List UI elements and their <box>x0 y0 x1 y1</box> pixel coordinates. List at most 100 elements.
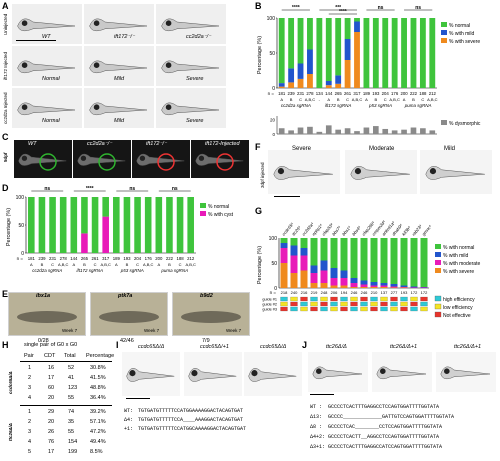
y-tick-label: 50 <box>269 51 275 57</box>
image-caption: ccdc65Δ/+1 <box>200 344 229 350</box>
embryo-image <box>308 352 368 392</box>
n-value: 189 <box>113 256 121 261</box>
image-caption: ift172-Injected <box>205 141 240 147</box>
panel-label-d: D <box>2 183 9 193</box>
image-caption: WT <box>42 34 51 40</box>
n-value: 189 <box>363 91 371 96</box>
chart-d: Percentage (%)050100181A239B231C278A,B,C… <box>6 186 234 273</box>
scale-bar <box>16 40 56 41</box>
n-value: 317 <box>102 256 110 261</box>
bar-4 <box>320 283 328 288</box>
table-cell: 1 <box>28 409 32 415</box>
legend-label: % dysmorphic <box>449 121 481 127</box>
n-value: 134 <box>316 91 324 96</box>
guide-cell <box>370 296 378 302</box>
category-label: A <box>72 262 75 267</box>
n-value: 172 <box>411 290 418 295</box>
category-label: A,B,C <box>427 97 438 102</box>
embryo-image <box>156 46 226 86</box>
week-label: Week 7 <box>62 328 78 333</box>
bar-1 <box>280 238 288 243</box>
guide-cell <box>350 296 358 302</box>
panel-label-i: I <box>116 340 119 350</box>
week-label: Week 7 <box>144 328 160 333</box>
gene-label: kif3b⁴ <box>401 225 412 237</box>
bar-4 <box>400 287 408 288</box>
category-label: A,B,C <box>143 262 154 267</box>
significance-label: **** <box>339 9 347 15</box>
table-cell: 3 <box>28 385 32 391</box>
table-header: Percentage <box>86 353 115 359</box>
panel-label-e: E <box>2 289 9 299</box>
dysmorphic-bar <box>335 129 341 134</box>
bar-1 <box>300 238 308 248</box>
bar-1 <box>278 18 285 84</box>
guide-row-label: guide #3 <box>262 308 277 312</box>
legend-label: % with normal <box>443 245 474 251</box>
table-cell: 29 <box>48 409 55 415</box>
bar-2 <box>344 39 351 60</box>
n-value: 194 <box>341 290 348 295</box>
legend-swatch <box>200 211 206 216</box>
week-label: Week 7 <box>226 328 242 333</box>
n-value: 193 <box>401 290 408 295</box>
legend-label: low efficiency <box>443 305 473 311</box>
guide-cell <box>360 306 368 312</box>
table-cell: 20 <box>48 395 55 401</box>
embryo-image <box>12 4 82 44</box>
bar-1 <box>134 197 141 253</box>
dysmorphic-bar <box>288 130 294 134</box>
group-label: ift172 sgRNA <box>325 103 352 108</box>
bar-3 <box>320 270 328 283</box>
panel-label-g: G <box>255 206 263 216</box>
group-label: p53 sgRNA <box>368 103 392 108</box>
bar-1 <box>81 197 88 234</box>
count-label: 7/9 <box>202 338 210 344</box>
bar-4 <box>290 273 298 288</box>
gene-label: bbs1⁴ <box>341 225 352 237</box>
table-header: Total <box>64 353 76 359</box>
n-value: 240 <box>291 290 298 295</box>
embryo-image <box>436 352 496 392</box>
y-tick-label: 100 <box>16 195 25 201</box>
gene-label: ibx1a <box>36 293 51 299</box>
n-value: 246 <box>361 290 368 295</box>
bar-4 <box>350 287 358 288</box>
table-cell: 1 <box>28 365 32 371</box>
guide-cell <box>280 306 288 312</box>
dysmorphic-bar <box>354 131 360 134</box>
image-caption: ift172⁻/⁻ <box>146 141 167 147</box>
n-value: 278 <box>60 256 68 261</box>
n-value: 231 <box>49 256 57 261</box>
embryo-image <box>372 352 432 392</box>
bar-1 <box>382 18 389 88</box>
guide-cell <box>390 306 398 312</box>
n-value: 278 <box>306 91 314 96</box>
bar-3 <box>360 284 368 287</box>
n-value: 176 <box>391 91 399 96</box>
guide-cell <box>290 301 298 307</box>
n-value: 188 <box>176 256 184 261</box>
sequence-label: WT : <box>310 404 323 410</box>
dysmorphic-bar <box>391 130 398 134</box>
gene-label: b9d2 <box>200 293 213 299</box>
bar-2 <box>290 245 298 256</box>
bar-1 <box>330 238 338 268</box>
bar-3 <box>354 32 360 88</box>
guide-cell <box>360 296 368 302</box>
category-label: C <box>384 97 387 102</box>
legend-swatch <box>434 311 442 318</box>
image-caption: Severe <box>186 76 204 82</box>
category-label: B <box>41 262 44 267</box>
row-label: ift172 Injected <box>3 51 8 81</box>
row-label: 5dpf <box>3 152 8 162</box>
guide-cell <box>410 296 418 302</box>
table-cell: 4 <box>28 439 32 445</box>
bar-1 <box>380 238 388 283</box>
table-cell: 49.4% <box>90 439 106 445</box>
category-label: C <box>94 262 97 267</box>
sequence-label: Δ3+1: <box>310 444 326 450</box>
image-caption: ccdc65Δ/Δ <box>260 344 287 350</box>
row-label: 3dpf injected <box>260 162 265 188</box>
n-value: 144 <box>70 256 78 261</box>
